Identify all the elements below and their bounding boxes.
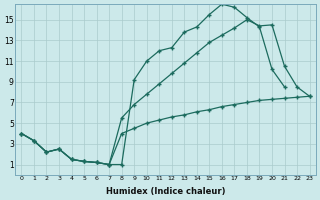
X-axis label: Humidex (Indice chaleur): Humidex (Indice chaleur)	[106, 187, 225, 196]
